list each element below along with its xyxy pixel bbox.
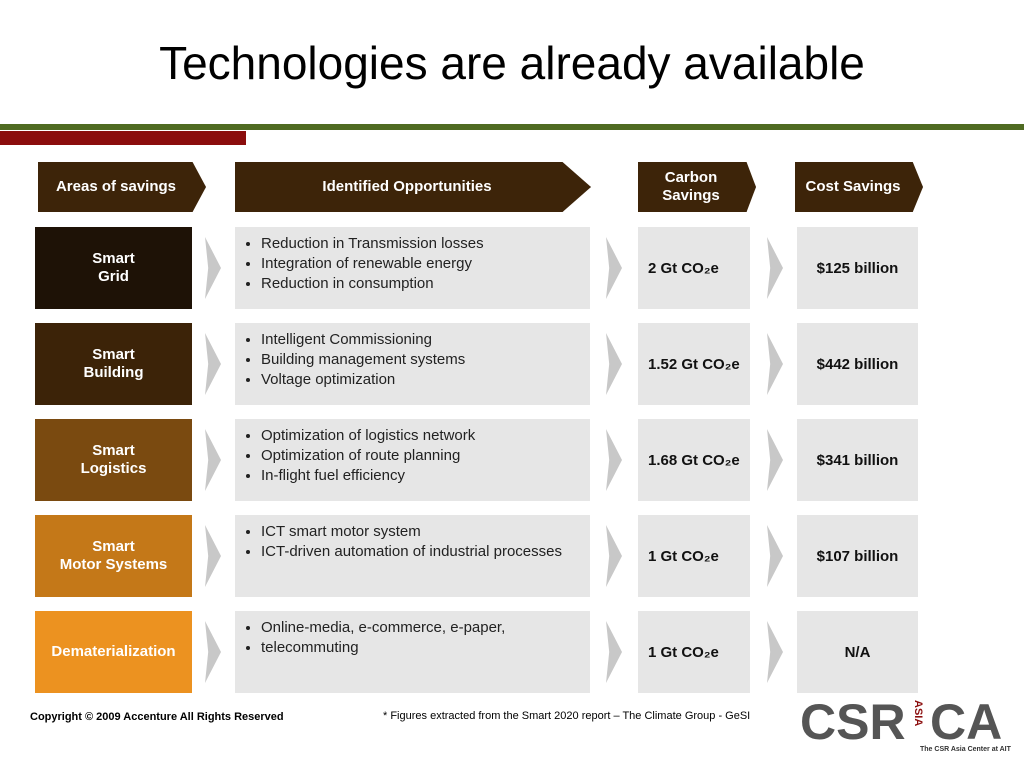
opportunity: Optimization of logistics network [261, 427, 590, 444]
carbon-savings: 1.52 Gt CO₂e [638, 323, 750, 405]
logo-middle: ASIA [912, 700, 924, 727]
logo-caption: The CSR Asia Center at AIT [920, 746, 1011, 753]
chevron [767, 237, 783, 299]
opportunity-list: Optimization of logistics network Optimiz… [235, 419, 590, 484]
cost-savings: $341 billion [797, 419, 918, 501]
opportunity: ICT-driven automation of industrial proc… [261, 543, 590, 560]
area-box: Smart Motor Systems [35, 515, 192, 597]
logo-left: CSR [800, 694, 906, 750]
opportunity: Reduction in Transmission losses [261, 235, 590, 252]
copyright: Copyright © 2009 Accenture All Rights Re… [30, 711, 284, 723]
column-header: Areas of savings [38, 162, 206, 212]
carbon-savings: 2 Gt CO₂e [638, 227, 750, 309]
carbon-savings: 1 Gt CO₂e [638, 515, 750, 597]
opportunities-box: Optimization of logistics network Optimiz… [235, 419, 590, 501]
opportunity-list: Reduction in Transmission losses Integrat… [235, 227, 590, 292]
chevron [767, 621, 783, 683]
chevron [606, 429, 622, 491]
opportunity: Building management systems [261, 351, 590, 368]
cost-savings: $442 billion [797, 323, 918, 405]
title: Technologies are already available [159, 37, 865, 89]
area-box: Smart Building [35, 323, 192, 405]
chevron [606, 333, 622, 395]
cost-savings: $125 billion [797, 227, 918, 309]
opportunity-list: Online-media, e-commerce, e-paper, teleco… [235, 611, 590, 656]
cost-savings: $107 billion [797, 515, 918, 597]
chevron [606, 237, 622, 299]
column-header: Identified Opportunities [235, 162, 591, 212]
chevron [205, 333, 221, 395]
accent-bar [0, 131, 246, 145]
chevron [767, 525, 783, 587]
opportunity: Reduction in consumption [261, 275, 590, 292]
opportunity: Optimization of route planning [261, 447, 590, 464]
opportunity: Online-media, e-commerce, e-paper, [261, 619, 590, 636]
rule [0, 124, 1024, 130]
opportunities-box: ICT smart motor system ICT-driven automat… [235, 515, 590, 597]
opportunity: telecommuting [261, 639, 590, 656]
opportunity-list: Intelligent Commissioning Building manage… [235, 323, 590, 388]
opportunity: Voltage optimization [261, 371, 590, 388]
chevron [606, 621, 622, 683]
opportunities-box: Online-media, e-commerce, e-paper, teleco… [235, 611, 590, 693]
note: * Figures extracted from the Smart 2020 … [383, 710, 751, 722]
opportunity: Intelligent Commissioning [261, 331, 590, 348]
column-header: Cost Savings [795, 162, 923, 212]
chevron [205, 525, 221, 587]
opportunity: Integration of renewable energy [261, 255, 590, 272]
area-box: Dematerialization [35, 611, 192, 693]
opportunities-box: Intelligent Commissioning Building manage… [235, 323, 590, 405]
area-box: Smart Logistics [35, 419, 192, 501]
opportunities-box: Reduction in Transmission losses Integrat… [235, 227, 590, 309]
chevron [606, 525, 622, 587]
chevron [767, 333, 783, 395]
logo-right: CA [930, 694, 1003, 750]
area-box: Smart Grid [35, 227, 192, 309]
cost-savings: N/A [797, 611, 918, 693]
carbon-savings: 1.68 Gt CO₂e [638, 419, 750, 501]
opportunity-list: ICT smart motor system ICT-driven automat… [235, 515, 590, 560]
opportunity: In-flight fuel efficiency [261, 467, 590, 484]
carbon-savings: 1 Gt CO₂e [638, 611, 750, 693]
chevron [767, 429, 783, 491]
chevron [205, 429, 221, 491]
chevron [205, 237, 221, 299]
column-header: Carbon Savings [638, 162, 756, 212]
opportunity: ICT smart motor system [261, 523, 590, 540]
chevron [205, 621, 221, 683]
